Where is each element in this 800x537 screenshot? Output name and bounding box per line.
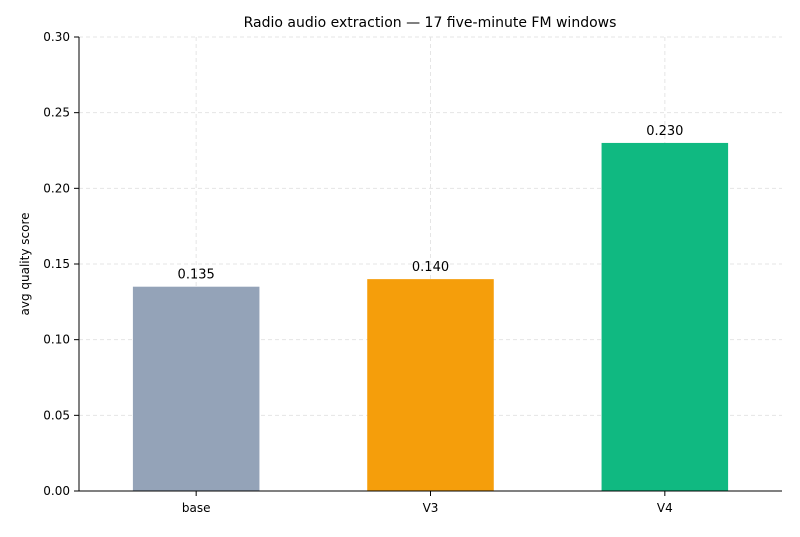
- bar-v3: [367, 279, 494, 491]
- bar-base: [132, 286, 260, 491]
- bar-v4: [601, 142, 729, 491]
- axes-layer: 0.00 0.05 0.10 0.15 0.20 0.25 0.30 base V3 V4: [43, 30, 782, 515]
- y-tick-label: 0.10: [43, 333, 70, 347]
- chart-title: Radio audio extraction — 17 five-minute …: [244, 15, 617, 31]
- y-axis-label: avg quality score: [18, 213, 32, 316]
- y-tick-label: 0.30: [43, 30, 70, 44]
- x-tick-label: V4: [657, 501, 673, 515]
- bar-value-label: 0.135: [178, 268, 215, 283]
- x-tick-label: V3: [423, 501, 439, 515]
- y-tick-label: 0.20: [43, 181, 70, 195]
- x-tick-label: base: [182, 501, 211, 515]
- bar-value-label: 0.140: [412, 260, 449, 275]
- y-tick-label: 0.15: [43, 257, 70, 271]
- bar-value-label: 0.230: [646, 124, 683, 139]
- bars-layer: 0.135 0.140 0.230: [132, 124, 729, 491]
- y-tick-label: 0.05: [43, 408, 70, 422]
- y-tick-label: 0.25: [43, 106, 70, 120]
- y-tick-label: 0.00: [43, 484, 70, 498]
